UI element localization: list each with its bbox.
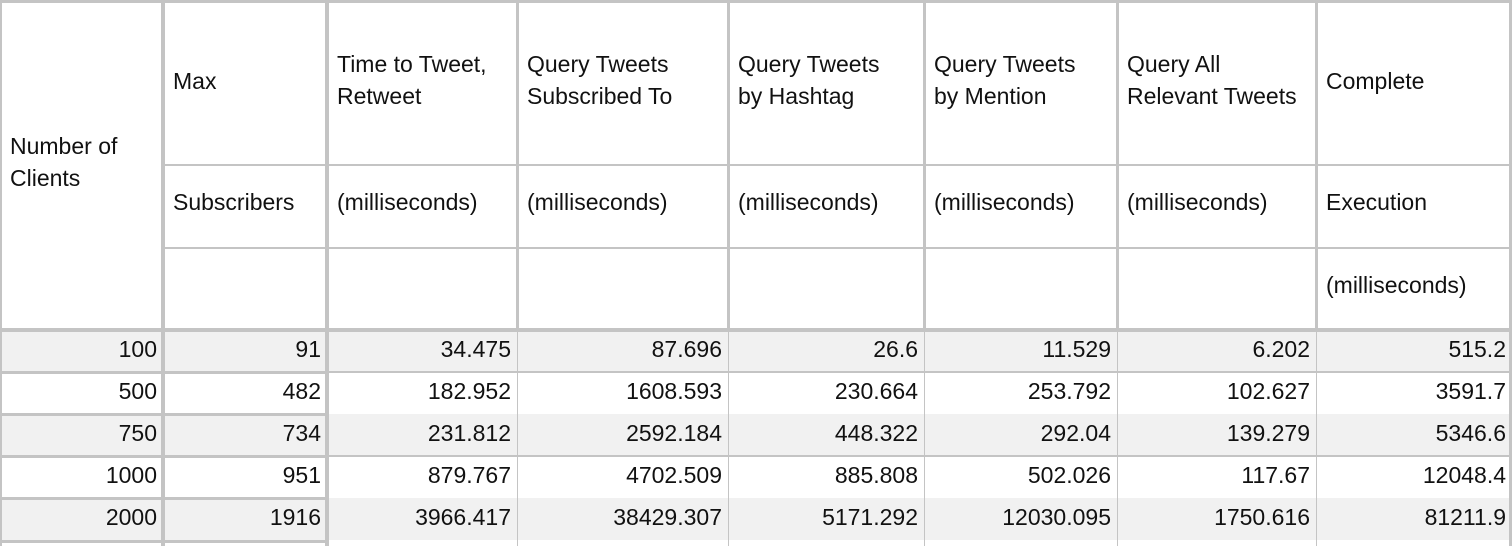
- cell-query-by-mention[interactable]: 11.529: [1042, 336, 1111, 362]
- cell-complete-execution[interactable]: 5346.6: [1435, 420, 1506, 446]
- cell-query-subscribed-to[interactable]: 87.696: [651, 336, 722, 362]
- header-query-by-mention-unit: (milliseconds): [934, 189, 1075, 215]
- cell-time-to-tweet[interactable]: 182.952: [427, 378, 511, 404]
- border-top: [0, 0, 1512, 3]
- column-divider: [924, 330, 925, 546]
- header-subscribers: Subscribers: [173, 189, 295, 215]
- column-divider: [1316, 330, 1317, 546]
- header-query-all-relevant-l2: Relevant Tweets: [1127, 83, 1297, 109]
- cell-max-subscribers[interactable]: 482: [282, 378, 321, 404]
- header-execution: Execution: [1326, 189, 1428, 215]
- cell-query-subscribed-to[interactable]: 2592.184: [626, 420, 722, 446]
- cell-number-of-clients[interactable]: 750: [118, 420, 157, 446]
- header-query-subscribed-to-l2: Subscribed To: [527, 83, 673, 109]
- header-time-to-tweet-unit: (milliseconds): [337, 189, 478, 215]
- row-band: [0, 330, 1512, 372]
- cell-number-of-clients[interactable]: 500: [118, 378, 157, 404]
- thick-column-divider: [161, 0, 165, 546]
- cell-query-all-relevant[interactable]: 1750.616: [1214, 504, 1310, 530]
- cell-query-by-mention[interactable]: 292.04: [1040, 420, 1111, 446]
- cell-query-subscribed-to[interactable]: 38429.307: [613, 504, 722, 530]
- header-query-subscribed-to-unit: (milliseconds): [527, 189, 668, 215]
- thick-column-divider: [325, 0, 329, 546]
- header-query-by-mention-l2: by Mention: [934, 83, 1047, 109]
- cell-complete-execution[interactable]: 3591.7: [1435, 378, 1506, 404]
- header-row-divider: [163, 164, 1512, 166]
- cell-query-subscribed-to[interactable]: 1608.593: [626, 378, 722, 404]
- header-query-by-mention-l1: Query Tweets: [934, 51, 1076, 77]
- header-time-to-tweet-l1: Time to Tweet,: [337, 51, 487, 77]
- cell-complete-execution[interactable]: 81211.9: [1424, 504, 1506, 530]
- cell-query-by-hashtag[interactable]: 5171.292: [822, 504, 918, 530]
- cell-query-by-hashtag[interactable]: 230.664: [834, 378, 918, 404]
- header-query-subscribed-to-l1: Query Tweets: [527, 51, 669, 77]
- header-query-by-hashtag-l2: by Hashtag: [738, 83, 855, 109]
- cell-complete-execution[interactable]: 12048.4: [1422, 462, 1506, 488]
- cell-time-to-tweet[interactable]: 3966.417: [415, 504, 511, 530]
- cell-max-subscribers[interactable]: 951: [282, 462, 321, 488]
- row-band: [0, 414, 1512, 456]
- row-divider: [327, 371, 1512, 373]
- column-divider: [728, 330, 729, 546]
- cell-time-to-tweet[interactable]: 879.767: [427, 462, 511, 488]
- header-query-all-relevant-l1: Query All: [1127, 51, 1221, 77]
- row-divider: [327, 455, 1512, 457]
- row-divider-thick: [0, 371, 327, 374]
- border-right: [1509, 0, 1512, 546]
- cell-query-by-mention[interactable]: 253.792: [1027, 378, 1111, 404]
- header-max: Max: [173, 68, 217, 94]
- header-bottom-border: [0, 328, 1512, 332]
- cell-query-all-relevant[interactable]: 6.202: [1252, 336, 1310, 362]
- cell-query-subscribed-to[interactable]: 4702.509: [626, 462, 722, 488]
- header-query-by-hashtag-l1: Query Tweets: [738, 51, 880, 77]
- row-divider-thick: [0, 413, 327, 416]
- header-row-divider: [163, 247, 1512, 249]
- cell-query-by-mention[interactable]: 502.026: [1027, 462, 1111, 488]
- cell-query-by-hashtag[interactable]: 885.808: [834, 462, 918, 488]
- cell-query-by-mention[interactable]: 12030.095: [1002, 504, 1111, 530]
- cell-number-of-clients[interactable]: 2000: [105, 504, 157, 530]
- table-bottom-border: [0, 540, 327, 543]
- cell-max-subscribers[interactable]: 91: [295, 336, 321, 362]
- header-query-by-hashtag-unit: (milliseconds): [738, 189, 879, 215]
- cell-max-subscribers[interactable]: 1916: [269, 504, 321, 530]
- cell-query-all-relevant[interactable]: 117.67: [1241, 462, 1310, 488]
- header-complete: Complete: [1326, 68, 1425, 94]
- header-query-all-relevant-unit: (milliseconds): [1127, 189, 1268, 215]
- cell-query-by-hashtag[interactable]: 26.6: [873, 336, 918, 362]
- cell-complete-execution[interactable]: 515.2: [1448, 336, 1506, 362]
- cell-time-to-tweet[interactable]: 231.812: [427, 420, 511, 446]
- cell-time-to-tweet[interactable]: 34.475: [440, 336, 511, 362]
- border-left: [0, 0, 2, 546]
- header-number-of-clients-l1: Number of: [10, 133, 118, 159]
- row-divider-thick: [0, 497, 327, 500]
- cell-number-of-clients[interactable]: 1000: [105, 462, 157, 488]
- column-divider: [1117, 330, 1118, 546]
- cell-number-of-clients[interactable]: 100: [118, 336, 157, 362]
- column-divider: [517, 330, 518, 546]
- header-time-to-tweet-l2: Retweet: [337, 83, 422, 109]
- header-number-of-clients-l2: Clients: [10, 165, 81, 191]
- cell-query-all-relevant[interactable]: 139.279: [1226, 420, 1310, 446]
- header-complete-unit: (milliseconds): [1326, 272, 1467, 298]
- cell-query-by-hashtag[interactable]: 448.322: [834, 420, 918, 446]
- row-divider-thick: [0, 455, 327, 458]
- cell-max-subscribers[interactable]: 734: [282, 420, 321, 446]
- cell-query-all-relevant[interactable]: 102.627: [1226, 378, 1310, 404]
- row-band: [0, 498, 1512, 540]
